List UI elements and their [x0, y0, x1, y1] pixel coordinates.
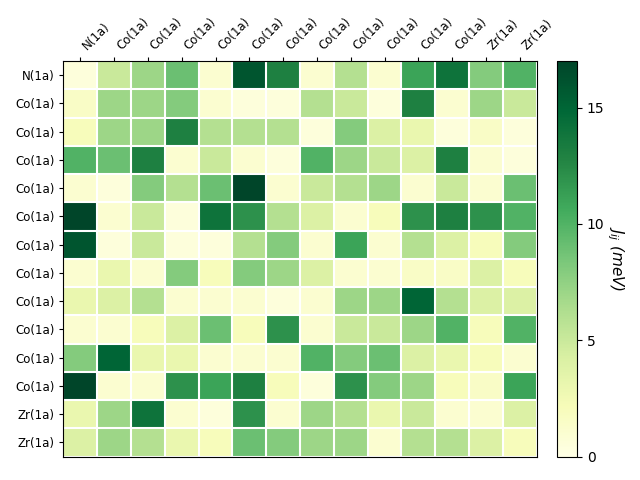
Y-axis label: $J_{ij}$ (meV): $J_{ij}$ (meV): [605, 226, 625, 291]
